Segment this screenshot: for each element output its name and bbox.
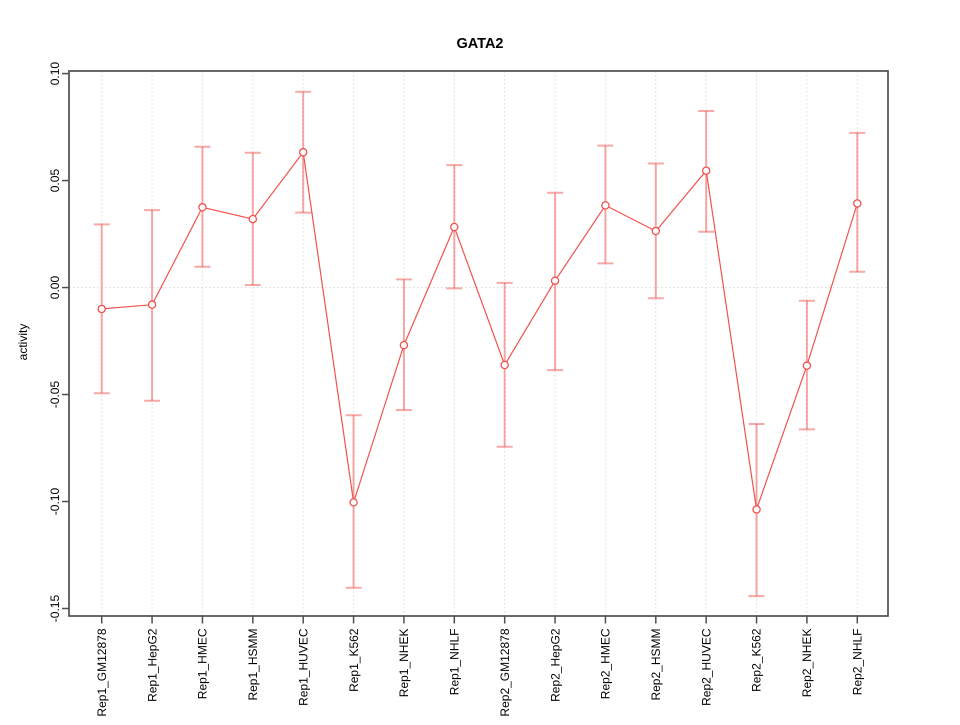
data-points-layer: [97, 148, 862, 514]
series-polyline: [101, 150, 858, 510]
chart-title: GATA2: [457, 36, 504, 52]
x-tick-label: Rep1_NHLF: [448, 629, 462, 696]
x-tick-label: Rep2_GM12878: [498, 628, 512, 716]
axis-tick-labels-layer: 0.10 0.05 0.00 -0.05 -0.10 -0.15 Rep1_GM12878 R…: [48, 62, 864, 717]
data-point-marker: [500, 360, 509, 370]
x-tick-label: Rep1_HUVEC: [296, 628, 310, 706]
x-tick-label: Rep2_HMEC: [599, 628, 613, 699]
plot-box-layer: [68, 70, 889, 617]
data-point-marker: [550, 276, 560, 285]
y-tick-label: 0.10: [48, 62, 62, 86]
x-tick-label: Rep1_HepG2: [145, 628, 159, 702]
data-point-marker: [450, 222, 459, 232]
plot-box-rect: [68, 70, 889, 617]
data-point-marker: [752, 505, 761, 514]
y-axis-label: activity: [16, 324, 30, 361]
x-tick-label: Rep2_HepG2: [548, 628, 562, 702]
data-point-marker: [97, 304, 106, 314]
data-point-marker: [802, 361, 812, 370]
data-point-marker: [651, 226, 661, 236]
y-tick-label: 0.00: [48, 276, 62, 300]
y-tick-label: -0.15: [48, 595, 62, 623]
x-tick-label: Rep1_HMEC: [196, 628, 210, 699]
data-point-marker: [349, 498, 358, 507]
x-tick-label: Rep2_K562: [750, 628, 764, 692]
x-tick-label: Rep2_HUVEC: [699, 628, 713, 706]
y-tick-label: -0.10: [48, 488, 62, 516]
data-point-marker: [701, 166, 711, 175]
y-tick-label: 0.05: [48, 169, 62, 193]
data-point-marker: [853, 199, 862, 208]
x-tick-label: Rep2_NHEK: [800, 629, 814, 698]
axis-ticks-layer: [62, 72, 859, 624]
data-point-marker: [198, 203, 207, 212]
x-tick-label: Rep2_NHLF: [850, 629, 864, 696]
data-point-marker: [147, 300, 157, 309]
data-point-marker: [399, 340, 409, 350]
error-bars-layer: [93, 90, 866, 598]
y-tick-label: -0.05: [48, 381, 62, 409]
data-point-marker: [601, 201, 610, 210]
x-tick-label: Rep1_NHEK: [397, 629, 411, 698]
gridlines-layer: [69, 71, 888, 616]
x-tick-label: Rep2_HSMM: [649, 629, 663, 701]
data-point-marker: [298, 148, 308, 157]
series-line-layer: [101, 150, 858, 510]
data-point-marker: [248, 214, 258, 224]
x-tick-label: Rep1_K562: [347, 628, 361, 692]
x-tick-label: Rep1_GM12878: [95, 628, 109, 716]
x-tick-label: Rep1_HSMM: [246, 629, 260, 701]
